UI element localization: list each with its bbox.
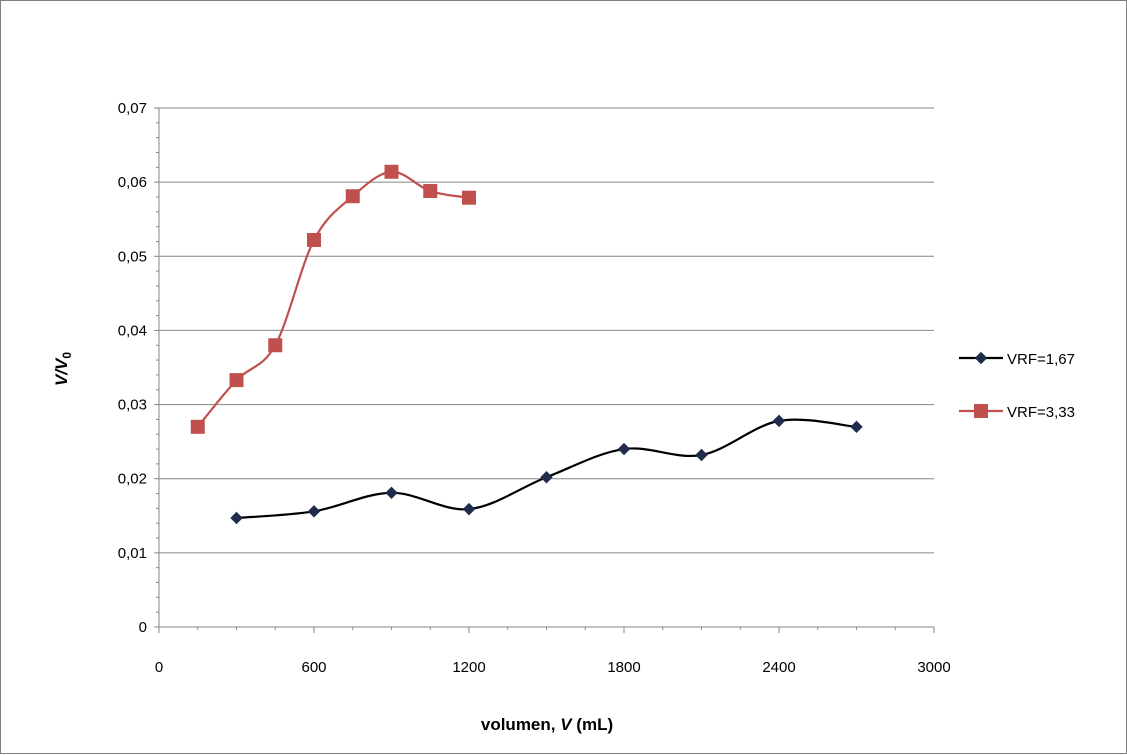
legend-item: VRF=1,67 xyxy=(959,351,1075,368)
data-point xyxy=(385,486,398,500)
y-tick-label: 0,06 xyxy=(118,174,147,191)
series-line xyxy=(236,418,857,520)
y-tick-label: 0,03 xyxy=(118,397,147,414)
data-series xyxy=(190,164,863,525)
data-point xyxy=(268,338,283,353)
data-point xyxy=(384,164,399,179)
x-axis-ticks: 0 600 1200 1800 2400 3000 xyxy=(155,627,951,676)
axes xyxy=(158,108,934,628)
legend-marker xyxy=(974,351,988,365)
legend: VRF=1,67 VRF=3,33 xyxy=(959,351,1075,421)
data-point xyxy=(307,232,321,247)
data-point xyxy=(540,471,553,484)
y-axis-title-sub: 0 xyxy=(60,352,74,359)
y-tick-label: 0,05 xyxy=(118,248,147,265)
y-axis-title: V/V0 xyxy=(52,352,74,386)
series-0 xyxy=(230,414,863,525)
x-tick-label: 600 xyxy=(301,659,326,676)
data-point xyxy=(230,511,243,525)
data-point xyxy=(462,502,476,516)
data-point xyxy=(423,184,438,199)
x-axis-title-prefix: volumen, xyxy=(481,715,560,734)
data-point xyxy=(345,189,360,204)
legend-label: VRF=1,67 xyxy=(1007,351,1075,368)
y-tick-label: 0,01 xyxy=(118,545,147,562)
y-tick-label: 0,04 xyxy=(118,322,147,339)
series-1 xyxy=(190,164,476,434)
data-point xyxy=(307,505,321,518)
x-tick-label: 0 xyxy=(155,659,163,676)
x-tick-label: 1200 xyxy=(452,659,485,676)
legend-marker xyxy=(974,404,988,418)
legend-item: VRF=3,33 xyxy=(959,404,1075,421)
x-axis-title: volumen, V (mL) xyxy=(481,715,613,734)
data-point xyxy=(850,420,863,434)
x-tick-label: 2400 xyxy=(762,659,795,676)
y-axis-ticks: 0 0,01 0,02 0,03 0,04 0,05 0,06 0,07 xyxy=(118,100,159,636)
series-line xyxy=(196,170,470,428)
data-point xyxy=(229,373,244,388)
data-point xyxy=(462,190,476,205)
x-tick-label: 1800 xyxy=(607,659,640,676)
data-point xyxy=(772,414,786,428)
gridlines xyxy=(159,107,934,554)
y-tick-label: 0,02 xyxy=(118,471,147,488)
y-tick-label: 0,07 xyxy=(118,100,147,117)
y-axis-title-var: V/V xyxy=(52,357,71,386)
data-point xyxy=(190,419,205,434)
x-axis-title-var: V xyxy=(560,715,573,734)
legend-label: VRF=3,33 xyxy=(1007,404,1075,421)
y-tick-label: 0 xyxy=(139,619,147,636)
x-tick-label: 3000 xyxy=(917,659,950,676)
x-axis-title-suffix: (mL) xyxy=(572,715,614,734)
data-point xyxy=(695,448,708,462)
data-point xyxy=(617,442,631,456)
